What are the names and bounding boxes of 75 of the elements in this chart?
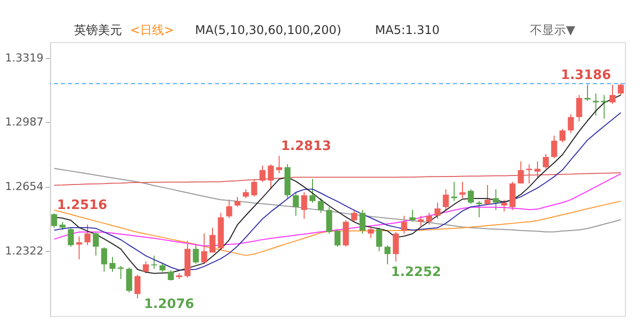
candlestick <box>484 184 490 205</box>
candlestick <box>526 164 532 184</box>
line-series <box>54 168 622 232</box>
candlestick <box>476 200 482 218</box>
candlestick <box>192 243 199 264</box>
candlestick <box>142 260 149 274</box>
candlestick <box>368 227 374 239</box>
candlestick <box>268 164 274 190</box>
candlestick <box>592 92 599 116</box>
candlestick <box>418 215 424 227</box>
candlestick <box>92 231 99 256</box>
candlestick <box>351 209 358 222</box>
y-tick-label: 1.2987 <box>5 116 44 129</box>
y-tick-label: 1.2654 <box>5 180 44 194</box>
candlestick <box>442 188 449 210</box>
annotation: 1.2516 <box>57 198 108 213</box>
candlestick <box>276 155 282 174</box>
candlestick <box>292 192 299 216</box>
candlestick <box>110 256 116 272</box>
candlestick <box>492 188 499 210</box>
candlestick <box>334 228 340 248</box>
candlestick <box>134 274 140 299</box>
candlestick <box>560 128 566 143</box>
y-tick-label: 1.3319 <box>5 51 44 64</box>
candlestick <box>51 212 58 228</box>
candlestick <box>326 206 332 234</box>
candlestick <box>518 160 524 184</box>
text: MA5:1.310 <box>375 23 440 37</box>
candlestick <box>384 244 390 265</box>
annotation: 1.3186 <box>560 68 611 83</box>
candlestick <box>101 246 108 272</box>
candlestick <box>510 181 516 210</box>
candlestick <box>542 154 549 170</box>
candlestick <box>68 227 74 248</box>
candlestick <box>310 178 316 204</box>
candlestick <box>434 202 440 220</box>
y-tick-label: 1.2322 <box>5 244 44 258</box>
candlestick <box>601 94 608 120</box>
text: 不显示▼ <box>530 23 576 37</box>
candlestick <box>251 178 258 198</box>
line-series <box>54 200 622 256</box>
annotation: 1.2813 <box>281 139 332 154</box>
candlestick <box>226 199 232 219</box>
candlestick <box>610 84 616 104</box>
text: <日线> <box>130 23 174 37</box>
annotation: 1.2252 <box>391 265 442 280</box>
candlestick <box>534 160 540 178</box>
candlestick <box>401 215 408 234</box>
candlestick <box>168 270 174 282</box>
candlestick <box>234 196 240 208</box>
candlestick <box>260 165 266 182</box>
candlestick <box>210 227 216 254</box>
candlestick <box>201 232 208 264</box>
candlestick <box>342 220 349 248</box>
candlestick <box>551 135 558 159</box>
candlestick <box>318 198 324 214</box>
candlestick <box>468 188 474 204</box>
candlestick <box>151 255 158 270</box>
text: MA(5,10,30,60,100,200) <box>195 23 342 37</box>
candlestick <box>126 266 132 293</box>
candlestick <box>301 192 308 220</box>
candlestick <box>576 94 582 122</box>
candlestick <box>618 83 624 96</box>
candlestick <box>584 84 590 102</box>
candlestick <box>426 212 432 226</box>
candlestick <box>501 199 508 212</box>
chart-title: 英镑美元 <box>74 23 122 37</box>
annotation: 1.2076 <box>144 297 194 312</box>
candlestick <box>118 265 124 280</box>
candlestick <box>376 227 382 252</box>
candlestick <box>392 232 399 262</box>
candlestick <box>451 181 458 202</box>
candlestick <box>84 224 90 246</box>
candlestick <box>568 114 574 134</box>
candlestick <box>360 209 366 234</box>
